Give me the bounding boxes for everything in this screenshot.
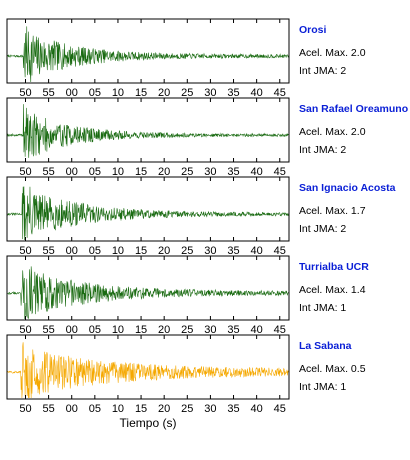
panels-group: 50 55 00 05 10 15 20 25 30 35 40 45 Orosi Acel. Max. … (6, 18, 408, 415)
station-name: Turrialba UCR (299, 261, 369, 273)
tick-label: 55 (42, 403, 54, 415)
tick-label: 35 (227, 403, 239, 415)
tick-label: 25 (181, 324, 193, 336)
waveform-2 (6, 186, 290, 241)
tick-label: 30 (204, 245, 216, 257)
tick-label: 05 (89, 166, 101, 178)
tick-label: 35 (227, 324, 239, 336)
tick-label: 35 (227, 166, 239, 178)
tick-label: 45 (274, 324, 286, 336)
tick-label: 00 (66, 245, 78, 257)
x-axis-title: Tiempo (s) (120, 416, 177, 430)
station-accel: Acel. Max. 1.7 (299, 205, 366, 217)
tick-label: 10 (112, 166, 124, 178)
waveform-3 (6, 266, 290, 320)
panel-0: 50 55 00 05 10 15 20 25 30 35 40 45 Orosi Acel. Max. … (6, 18, 366, 99)
tick-label: 25 (181, 87, 193, 99)
panel-2: 50 55 00 05 10 15 20 25 30 35 40 45 San Ignacio Acos… (6, 176, 396, 257)
tick-label: 05 (89, 403, 101, 415)
tick-label: 25 (181, 166, 193, 178)
station-accel: Acel. Max. 1.4 (299, 284, 366, 296)
panel-4: 50 55 00 05 10 15 20 25 30 35 40 45 La Sabana Acel. M… (6, 334, 366, 415)
tick-label: 00 (66, 403, 78, 415)
tick-label: 30 (204, 87, 216, 99)
station-name: San Ignacio Acosta (299, 182, 396, 194)
station-name: San Rafael Oreamuno (299, 103, 408, 115)
tick-label: 25 (181, 403, 193, 415)
tick-label: 50 (19, 166, 31, 178)
panel-3: 50 55 00 05 10 15 20 25 30 35 40 45 Turrialba UCR Ace… (6, 255, 369, 336)
station-jma: Int JMA: 1 (299, 302, 346, 314)
tick-label: 45 (274, 87, 286, 99)
tick-label: 35 (227, 87, 239, 99)
panel-1: 50 55 00 05 10 15 20 25 30 35 40 45 San Rafael Oream… (6, 97, 408, 178)
waveform-4 (6, 342, 290, 399)
panel-frame-0 (6, 18, 290, 84)
station-jma: Int JMA: 2 (299, 65, 346, 77)
tick-label: 10 (112, 403, 124, 415)
station-accel: Acel. Max. 2.0 (299, 47, 366, 59)
station-jma: Int JMA: 2 (299, 144, 346, 156)
tick-label: 40 (251, 245, 263, 257)
tick-label: 55 (42, 87, 54, 99)
tick-label: 55 (42, 245, 54, 257)
tick-label: 40 (251, 324, 263, 336)
tick-label: 30 (204, 403, 216, 415)
tick-label: 35 (227, 245, 239, 257)
tick-label: 45 (274, 166, 286, 178)
tick-label: 05 (89, 87, 101, 99)
tick-label: 45 (274, 245, 286, 257)
tick-label: 15 (135, 87, 147, 99)
tick-label: 10 (112, 245, 124, 257)
tick-label: 05 (89, 245, 101, 257)
tick-label: 40 (251, 87, 263, 99)
tick-label: 50 (19, 403, 31, 415)
tick-label: 20 (158, 403, 170, 415)
tick-label: 00 (66, 87, 78, 99)
tick-label: 00 (66, 166, 78, 178)
tick-label: 55 (42, 324, 54, 336)
tick-label: 25 (181, 245, 193, 257)
station-jma: Int JMA: 2 (299, 223, 346, 235)
tick-label: 30 (204, 166, 216, 178)
tick-label: 20 (158, 166, 170, 178)
tick-label: 20 (158, 324, 170, 336)
tick-label: 50 (19, 245, 31, 257)
tick-label: 10 (112, 324, 124, 336)
panel-frame-4 (6, 334, 290, 400)
tick-label: 15 (135, 245, 147, 257)
tick-label: 55 (42, 166, 54, 178)
tick-label: 40 (251, 166, 263, 178)
tick-label: 50 (19, 87, 31, 99)
station-name: Orosi (299, 24, 327, 36)
station-name: La Sabana (299, 340, 352, 352)
tick-label: 45 (274, 403, 286, 415)
tick-label: 10 (112, 87, 124, 99)
tick-label: 15 (135, 166, 147, 178)
panel-frame-1 (6, 97, 290, 163)
tick-label: 40 (251, 403, 263, 415)
panel-frame-2 (6, 176, 290, 242)
tick-label: 30 (204, 324, 216, 336)
waveform-1 (6, 104, 290, 158)
tick-label: 50 (19, 324, 31, 336)
tick-label: 05 (89, 324, 101, 336)
panel-frame-3 (6, 255, 290, 321)
tick-label: 20 (158, 87, 170, 99)
tick-label: 20 (158, 245, 170, 257)
station-accel: Acel. Max. 0.5 (299, 363, 366, 375)
station-jma: Int JMA: 1 (299, 381, 346, 393)
tick-label: 00 (66, 324, 78, 336)
tick-label: 15 (135, 324, 147, 336)
station-accel: Acel. Max. 2.0 (299, 126, 366, 138)
waveform-0 (6, 26, 290, 83)
tick-label: 15 (135, 403, 147, 415)
